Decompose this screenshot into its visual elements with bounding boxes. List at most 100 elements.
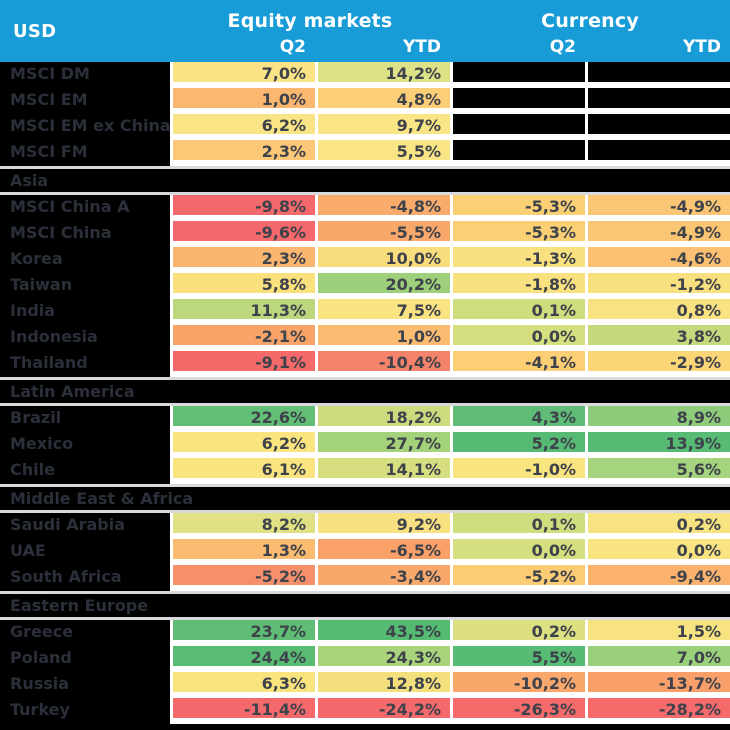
blacked-out-cell bbox=[585, 88, 730, 111]
value-cell: 6,1% bbox=[170, 458, 315, 481]
value-cell: 7,0% bbox=[585, 646, 730, 669]
value-cell: -28,2% bbox=[585, 698, 730, 721]
value-cell: -1,3% bbox=[450, 247, 585, 270]
row-label: Korea bbox=[0, 247, 170, 273]
section-header-asia: Asia bbox=[0, 169, 730, 192]
blacked-out-cell bbox=[450, 88, 585, 111]
value-cell: -4,9% bbox=[585, 195, 730, 218]
subheader-currency-q2: Q2 bbox=[549, 37, 576, 57]
table-row: South Africa -5,2% -3,4% -5,2% -9,4% bbox=[0, 565, 730, 591]
value-cell: 0,0% bbox=[450, 539, 585, 562]
value-cell: 12,8% bbox=[315, 672, 450, 695]
row-label: Russia bbox=[0, 672, 170, 698]
value-cell: 7,0% bbox=[170, 62, 315, 85]
subheader-row: Q2 YTD Q2 YTD bbox=[0, 32, 730, 62]
section-header-latin-america: Latin America bbox=[0, 380, 730, 403]
section-header-middle-east-africa: Middle East & Africa bbox=[0, 487, 730, 510]
table-row: Greece 23,7% 43,5% 0,2% 1,5% bbox=[0, 620, 730, 646]
value-cell: 9,7% bbox=[315, 114, 450, 137]
value-cell: 11,3% bbox=[170, 299, 315, 322]
section-separator bbox=[0, 510, 730, 513]
blacked-out-cell bbox=[585, 140, 730, 163]
value-cell: 24,4% bbox=[170, 646, 315, 669]
row-label: UAE bbox=[0, 539, 170, 565]
value-cell: -13,7% bbox=[585, 672, 730, 695]
value-cell: -9,6% bbox=[170, 221, 315, 244]
value-cell: -1,0% bbox=[450, 458, 585, 481]
table-row: Poland 24,4% 24,3% 5,5% 7,0% bbox=[0, 646, 730, 672]
row-label: South Africa bbox=[0, 565, 170, 591]
value-cell: 3,8% bbox=[585, 325, 730, 348]
value-cell: -5,2% bbox=[170, 565, 315, 588]
value-cell: -1,8% bbox=[450, 273, 585, 296]
value-cell: 24,3% bbox=[315, 646, 450, 669]
value-cell: -11,4% bbox=[170, 698, 315, 721]
table-row: MSCI China A -9,8% -4,8% -5,3% -4,9% bbox=[0, 195, 730, 221]
table-row: Russia 6,3% 12,8% -10,2% -13,7% bbox=[0, 672, 730, 698]
subheader-equity-ytd: YTD bbox=[402, 37, 441, 57]
group-header-currency: Currency bbox=[541, 10, 639, 32]
section-header-eastern-europe: Eastern Europe bbox=[0, 594, 730, 617]
row-label: Taiwan bbox=[0, 273, 170, 299]
row-label: MSCI China A bbox=[0, 195, 170, 221]
value-cell: 0,1% bbox=[450, 513, 585, 536]
table-row: Indonesia -2,1% 1,0% 0,0% 3,8% bbox=[0, 325, 730, 351]
bottom-border-bar bbox=[0, 724, 730, 730]
value-cell: -10,4% bbox=[315, 351, 450, 374]
row-label: Brazil bbox=[0, 406, 170, 432]
value-cell: 0,8% bbox=[585, 299, 730, 322]
value-cell: 5,6% bbox=[585, 458, 730, 481]
value-cell: 43,5% bbox=[315, 620, 450, 643]
value-cell: 1,0% bbox=[170, 88, 315, 111]
section-separator bbox=[0, 403, 730, 406]
group-header-equity-markets: Equity markets bbox=[227, 10, 393, 32]
value-cell: 23,7% bbox=[170, 620, 315, 643]
section-separator bbox=[0, 166, 730, 169]
table-row: MSCI DM 7,0% 14,2% bbox=[0, 62, 730, 88]
value-cell: -9,4% bbox=[585, 565, 730, 588]
value-cell: 6,2% bbox=[170, 114, 315, 137]
row-label: Mexico bbox=[0, 432, 170, 458]
row-label: MSCI DM bbox=[0, 62, 170, 88]
row-label: MSCI China bbox=[0, 221, 170, 247]
value-cell: -24,2% bbox=[315, 698, 450, 721]
value-cell: 4,3% bbox=[450, 406, 585, 429]
value-cell: 0,0% bbox=[585, 539, 730, 562]
value-cell: 20,2% bbox=[315, 273, 450, 296]
blacked-out-cell bbox=[585, 62, 730, 85]
value-cell: 2,3% bbox=[170, 247, 315, 270]
subheader-currency-ytd: YTD bbox=[682, 37, 721, 57]
section-separator bbox=[0, 484, 730, 487]
value-cell: 18,2% bbox=[315, 406, 450, 429]
blacked-out-cell bbox=[450, 114, 585, 137]
section-separator bbox=[0, 377, 730, 380]
row-label: MSCI EM bbox=[0, 88, 170, 114]
value-cell: 6,2% bbox=[170, 432, 315, 455]
value-cell: 14,1% bbox=[315, 458, 450, 481]
row-label: Saudi Arabia bbox=[0, 513, 170, 539]
value-cell: 6,3% bbox=[170, 672, 315, 695]
value-cell: 0,0% bbox=[450, 325, 585, 348]
value-cell: -2,1% bbox=[170, 325, 315, 348]
table-row: MSCI EM ex China 6,2% 9,7% bbox=[0, 114, 730, 140]
value-cell: -9,1% bbox=[170, 351, 315, 374]
value-cell: 22,6% bbox=[170, 406, 315, 429]
table-row: MSCI FM 2,3% 5,5% bbox=[0, 140, 730, 166]
value-cell: 2,3% bbox=[170, 140, 315, 163]
value-cell: -5,3% bbox=[450, 221, 585, 244]
value-cell: -5,3% bbox=[450, 195, 585, 218]
value-cell: 8,2% bbox=[170, 513, 315, 536]
subheader-equity-q2: Q2 bbox=[279, 37, 306, 57]
row-label: MSCI EM ex China bbox=[0, 114, 170, 140]
value-cell: 8,9% bbox=[585, 406, 730, 429]
blacked-out-cell bbox=[450, 62, 585, 85]
table-row: Korea 2,3% 10,0% -1,3% -4,6% bbox=[0, 247, 730, 273]
value-cell: 14,2% bbox=[315, 62, 450, 85]
value-cell: -26,3% bbox=[450, 698, 585, 721]
blacked-out-cell bbox=[585, 114, 730, 137]
value-cell: 27,7% bbox=[315, 432, 450, 455]
value-cell: -4,9% bbox=[585, 221, 730, 244]
value-cell: 1,5% bbox=[585, 620, 730, 643]
table-row: MSCI EM 1,0% 4,8% bbox=[0, 88, 730, 114]
